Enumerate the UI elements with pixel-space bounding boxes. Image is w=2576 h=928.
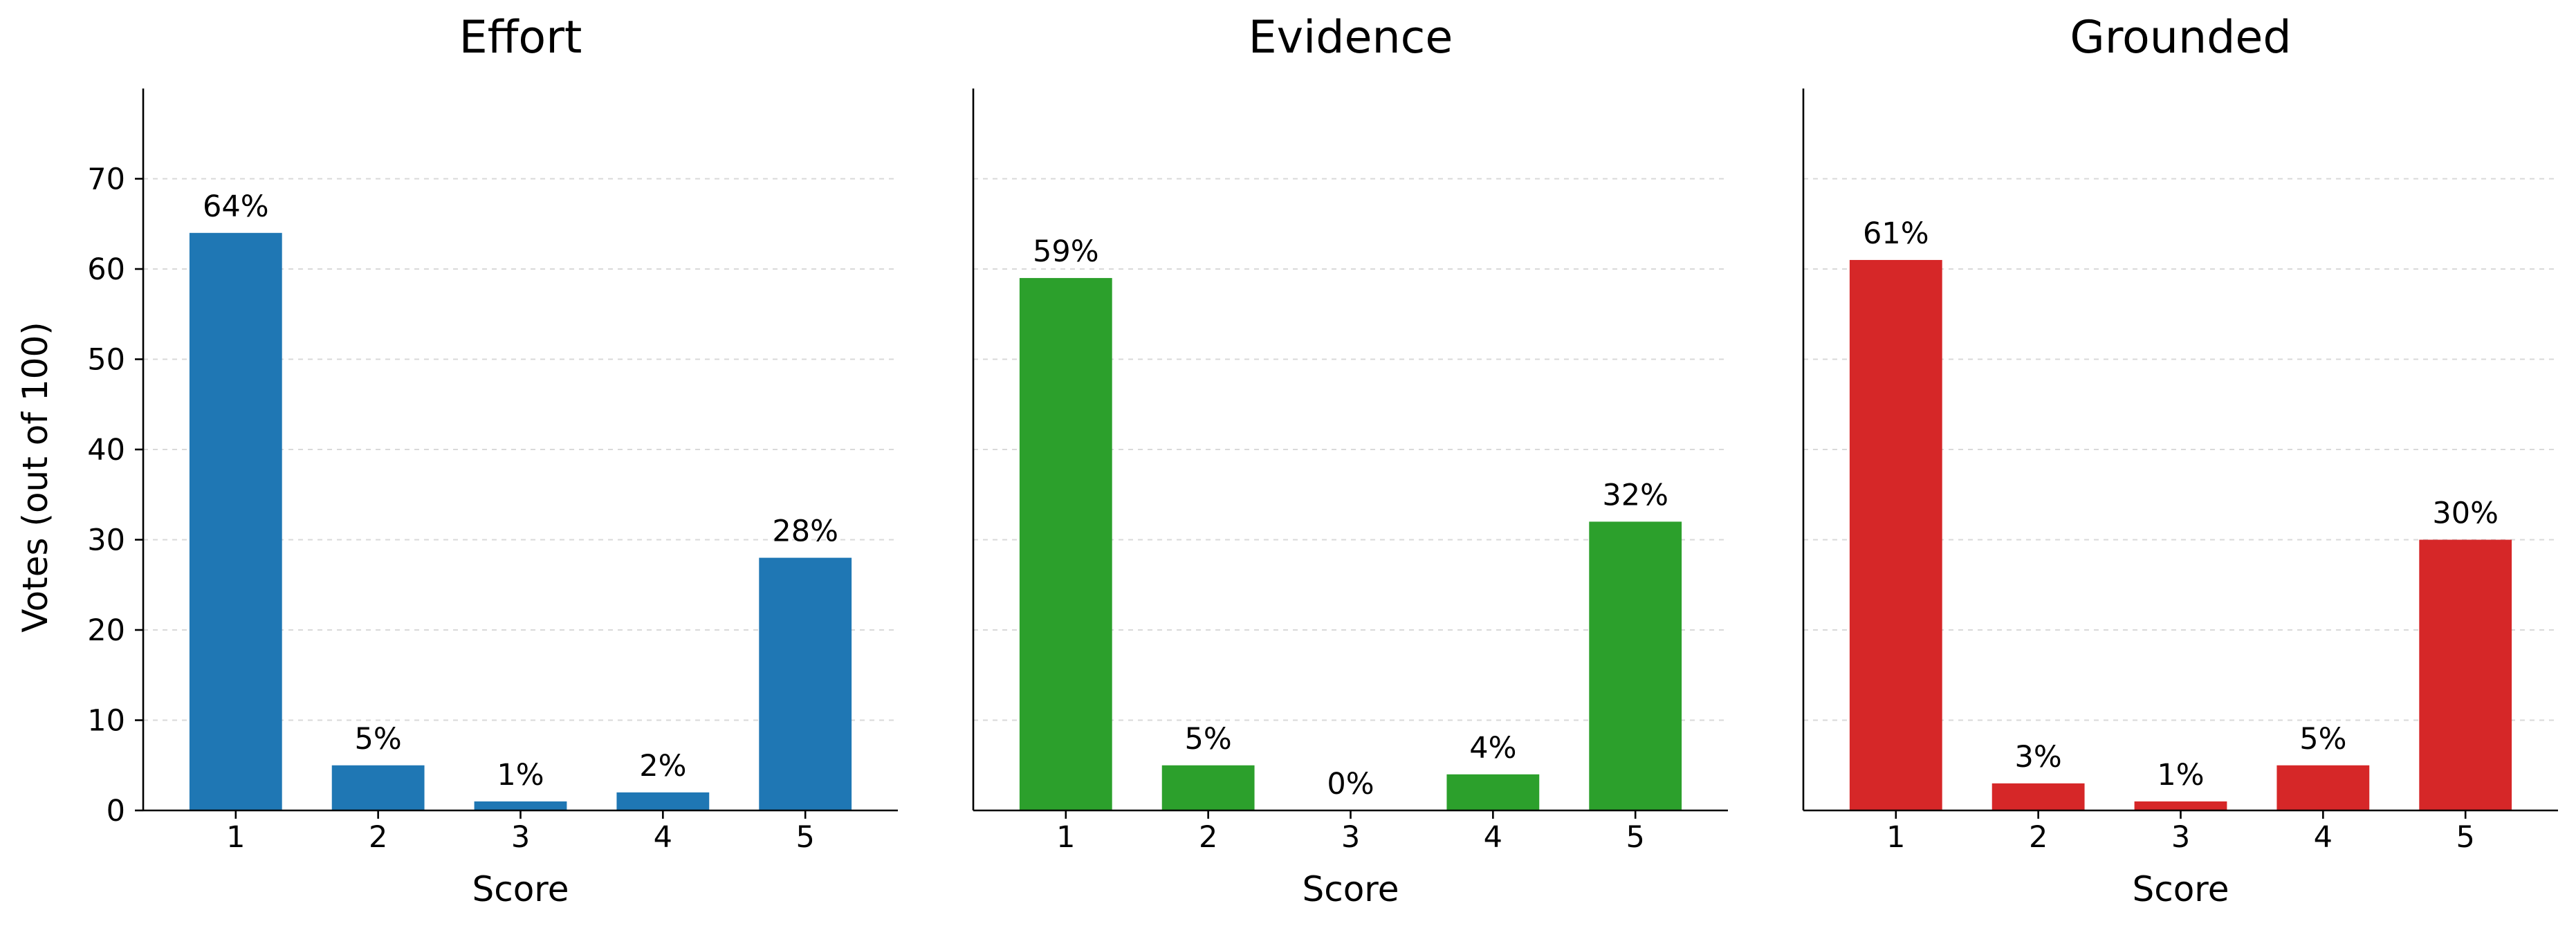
data-label: 5% (355, 722, 402, 757)
x-tick-label: 1 (1886, 820, 1905, 855)
y-tick-label: 60 (87, 252, 125, 287)
bar (189, 232, 282, 810)
x-tick-label: 2 (1199, 820, 1217, 855)
x-tick-label: 2 (369, 820, 387, 855)
x-tick-label: 3 (1341, 820, 1360, 855)
x-tick-label: 5 (2456, 820, 2475, 855)
x-tick-label: 5 (796, 820, 815, 855)
x-tick-label: 5 (1626, 820, 1645, 855)
bar (616, 792, 710, 810)
y-axis-label: Votes (out of 100) (15, 322, 55, 633)
y-tick-label: 40 (87, 433, 125, 467)
bar (474, 801, 567, 810)
y-tick-label: 10 (87, 704, 125, 739)
bar (1019, 278, 1112, 810)
data-label: 4% (1469, 731, 1516, 765)
data-label: 59% (1033, 234, 1099, 269)
x-axis-label: Score (472, 869, 569, 909)
x-tick-label: 1 (1056, 820, 1075, 855)
data-label: 2% (639, 749, 686, 783)
bar (1589, 521, 1682, 810)
y-tick-label: 0 (107, 794, 125, 828)
data-label: 28% (772, 514, 838, 549)
x-tick-label: 2 (2029, 820, 2048, 855)
bar (1849, 259, 1942, 810)
bar (2134, 801, 2227, 810)
y-tick-label: 30 (87, 523, 125, 558)
x-tick-label: 4 (654, 820, 672, 855)
data-label: 1% (497, 758, 544, 792)
data-label: 32% (1602, 478, 1668, 512)
data-label: 3% (2015, 740, 2062, 774)
chart-panel-effort: 64%5%1% 2%28%1 2 3 4 5010203040506070EffortSc… (87, 12, 898, 909)
bar (2276, 765, 2370, 810)
x-tick-label: 4 (2314, 820, 2333, 855)
y-tick-label: 70 (87, 163, 125, 197)
data-label: 5% (1185, 722, 1232, 757)
bar (1991, 783, 2085, 810)
x-tick-label: 3 (2171, 820, 2190, 855)
x-axis-label: Score (2132, 869, 2229, 909)
data-label: 5% (2299, 722, 2346, 757)
bar (2419, 539, 2512, 810)
panel-title: Evidence (1249, 12, 1453, 64)
data-label: 1% (2157, 758, 2204, 792)
data-label: 64% (203, 189, 269, 224)
data-label: 30% (2432, 497, 2499, 531)
panel-title: Grounded (2070, 12, 2291, 64)
data-label: 61% (1863, 216, 1929, 251)
y-tick-label: 20 (87, 613, 125, 648)
bar (1446, 774, 1540, 810)
data-label: 0% (1327, 767, 1374, 801)
x-tick-label: 4 (1484, 820, 1502, 855)
chart-panel-evidence: 59% 5% 0% 4% 32% 1 2 3 4 5 Evidence Score (972, 12, 1728, 909)
x-axis-label: Score (1302, 869, 1399, 909)
bar (331, 765, 425, 810)
chart-panel-grounded: 61% 3% 1% 5% 30% 1 2 3 4 5 Grounded Score (1802, 12, 2558, 909)
panel-title: Effort (459, 12, 582, 64)
y-tick-label: 50 (87, 343, 125, 378)
bar (759, 557, 852, 810)
x-tick-label: 1 (226, 820, 245, 855)
x-tick-label: 3 (511, 820, 530, 855)
bar (1161, 765, 1255, 810)
